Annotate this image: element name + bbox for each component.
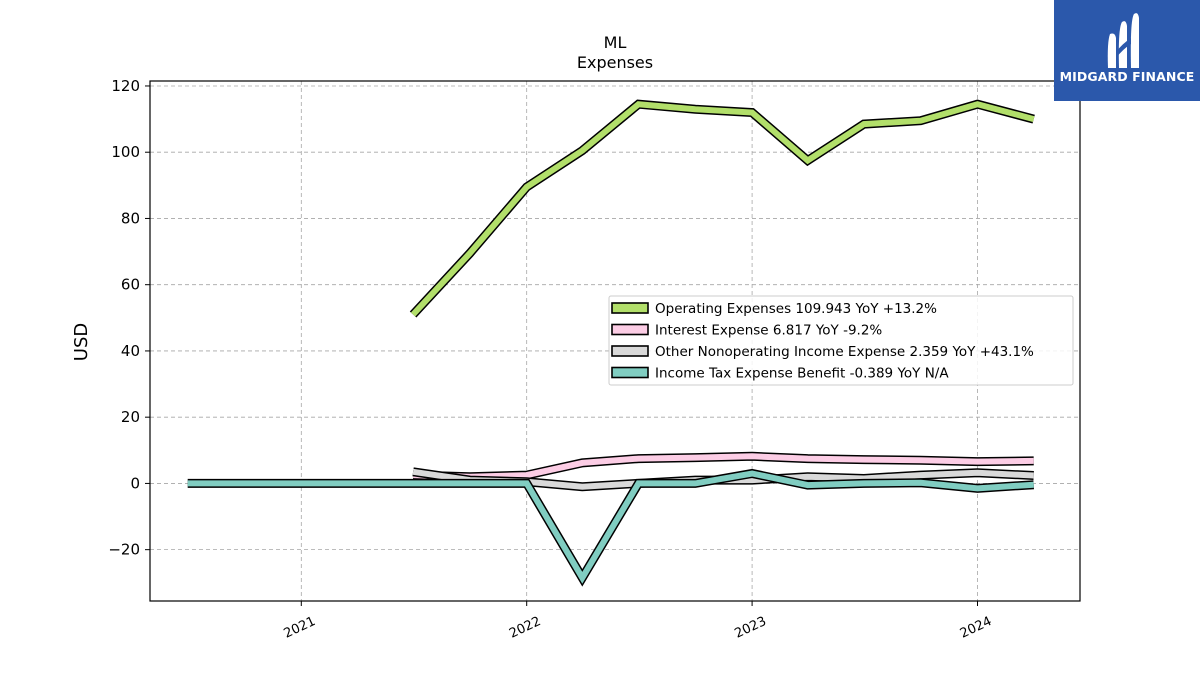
legend: Operating Expenses 109.943 YoY +13.2% Int… [608,295,1074,386]
y-axis: −20 0 20 40 60 80 100 120 [108,77,150,559]
brand-logo: MIDGARD FINANCE [1054,0,1200,101]
series-layer [187,99,1035,587]
legend-entry-label: Interest Expense 6.817 YoY -9.2% [655,323,882,339]
y-tick-label: 100 [111,143,140,161]
y-tick-label: −20 [108,541,140,559]
legend-swatch [611,302,649,314]
chart-subtitle: Expenses [577,53,653,72]
legend-entry-label: Operating Expenses 109.943 YoY +13.2% [655,301,937,317]
legend-swatch [611,323,649,336]
legend-entry-label: Income Tax Expense Benefit -0.389 YoY N/… [655,366,949,382]
y-tick-label: 120 [111,77,140,95]
x-tick-label: 2022 [507,614,543,642]
x-tick-label: 2024 [958,614,994,642]
x-axis: 2021 2022 2023 2024 [282,601,994,642]
legend-box [608,295,1074,386]
midgard-logo-icon [1107,13,1139,69]
x-tick-label: 2021 [282,614,318,642]
y-tick-label: 60 [121,276,140,294]
y-tick-label: 40 [121,342,140,360]
brand-name: MIDGARD FINANCE [1059,69,1195,84]
y-axis-label: USD [71,323,92,361]
y-tick-label: 80 [121,209,140,227]
legend-swatch [611,345,649,357]
x-tick-label: 2023 [732,614,768,642]
legend-entry-label: Other Nonoperating Income Expense 2.359 … [655,344,1034,360]
series-3-line [187,468,1034,587]
series-stroke [413,453,1034,480]
plot-frame [149,80,1081,602]
series-stroke [187,470,1034,584]
y-tick-label: 0 [130,474,140,492]
series-0-line [409,99,1035,318]
y-tick-label: 20 [121,408,140,426]
legend-swatch [611,366,649,379]
series-1-line [412,451,1034,482]
series-stroke [410,101,1035,317]
chart-title: ML [604,33,627,52]
